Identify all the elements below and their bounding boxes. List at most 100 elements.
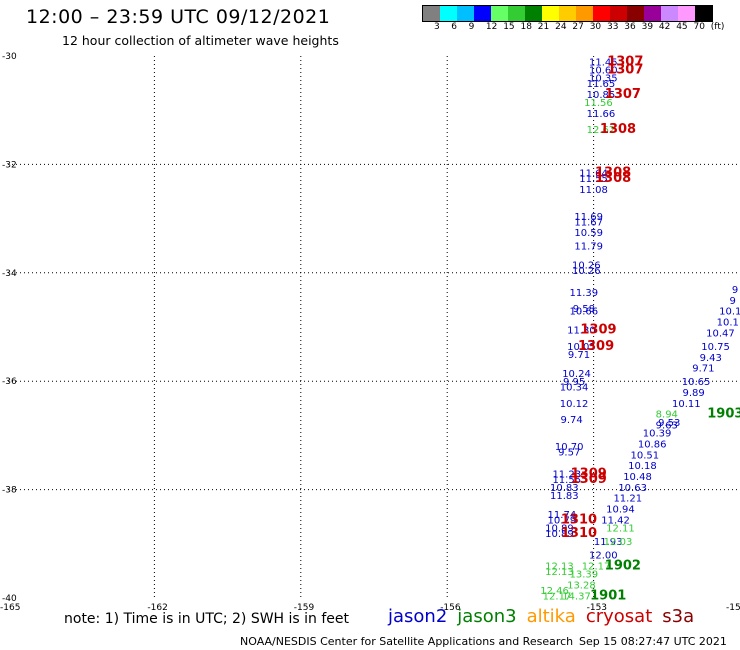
wave-height-jason2: 11.23 — [552, 469, 581, 480]
colorbar-swatch — [678, 6, 695, 21]
satellite-legend: jason2 jason3 altika cryosat s3a — [388, 606, 704, 627]
wave-height-jason3: 8.94 — [656, 410, 678, 421]
colorbar-label: 30 — [589, 22, 602, 32]
wave-height-cryosat: 1307 — [605, 87, 641, 102]
latitude-tick-label: -32 — [2, 160, 17, 170]
wave-height-cryosat: 1310 — [561, 512, 597, 527]
colorbar-swatch — [440, 6, 457, 21]
wave-height-jason2: 10.39 — [643, 429, 672, 440]
wave-height-s3a: 1902 — [605, 558, 641, 573]
colorbar-swatch — [457, 6, 474, 21]
colorbar-label: 15 — [503, 22, 515, 32]
wave-height-jason2: 9.58 — [573, 304, 595, 315]
wave-height-jason2: 9.43 — [700, 353, 722, 364]
colorbar-label: 24 — [555, 22, 567, 32]
colorbar-label: 3 — [434, 22, 440, 32]
wave-height-jason2: 9.74 — [561, 415, 583, 426]
wave-height-jason3: 12.17 — [582, 561, 611, 572]
wave-height-jason2: 10.18 — [628, 461, 657, 472]
wave-height-jason2: 10.89 — [545, 529, 574, 540]
wave-height-jason2: 9.57 — [558, 448, 580, 459]
wave-height-jason2: 11.79 — [574, 242, 603, 253]
wave-height-jason2: 10.83 — [550, 483, 579, 494]
wave-height-jason2: 10.86 — [638, 440, 667, 451]
wave-height-jason2: 11.83 — [550, 491, 579, 502]
wave-height-jason2: 10.26 — [572, 266, 601, 277]
wave-height-jason2: 9.71 — [692, 364, 714, 375]
wave-height-jason2: 10.47 — [706, 328, 735, 339]
wave-height-jason2: 10.1 — [717, 318, 739, 329]
colorbar-label: 39 — [641, 22, 654, 32]
colorbar — [422, 5, 713, 22]
axis-ticks: -165 -162 -159 -156 -153 -150 -30 -32 -34 -36 -38 -… — [0, 52, 740, 613]
wave-height-jason3: 11.56 — [584, 98, 613, 109]
wave-height-cryosat: 1307 — [607, 63, 643, 78]
wave-height-jason2: 9 — [732, 285, 738, 296]
wave-height-jason3: 12.17 — [543, 591, 572, 602]
wave-height-jason2: 12.00 — [589, 551, 618, 562]
longitude-tick-label: -150 — [726, 603, 740, 613]
longitude-tick-label: -156 — [440, 603, 461, 613]
chart-title: 12:00 – 23:59 UTC 09/12/2021 — [26, 6, 331, 28]
wave-height-jason2: 10.63 — [618, 483, 647, 494]
longitude-tick-label: -153 — [587, 603, 607, 613]
wave-height-jason2: 11.65 — [587, 79, 616, 90]
colorbar-swatch — [627, 6, 644, 21]
wave-height-jason3: 13.28 — [567, 580, 596, 591]
wave-height-jason2: 10.79 — [548, 515, 577, 526]
wave-height-jason2: 10.94 — [606, 505, 635, 516]
colorbar-swatch — [576, 6, 593, 21]
colorbar-label: 18 — [520, 22, 532, 32]
colorbar-label: 33 — [607, 22, 619, 32]
wave-height-jason2: 11.42 — [601, 515, 630, 526]
colorbar-label: 70 — [693, 22, 705, 32]
colorbar-swatch — [559, 6, 576, 21]
colorbar-label: 21 — [537, 22, 550, 32]
colorbar-label: 36 — [624, 22, 636, 32]
wave-height-cryosat: 1308 — [595, 171, 631, 186]
latitude-tick-label: -34 — [2, 269, 17, 279]
colorbar-swatch — [644, 6, 661, 21]
wave-height-jason2: 10.11 — [672, 399, 701, 410]
colorbar-swatch — [508, 6, 525, 21]
latitude-tick-label: -30 — [2, 52, 17, 62]
colorbar-swatch — [593, 6, 610, 21]
wave-height-jason3: 12.13 — [545, 567, 574, 578]
wave-height-jason2: 9.71 — [568, 350, 590, 361]
colorbar-swatch — [474, 6, 491, 21]
colorbar-swatch — [661, 6, 678, 21]
longitude-tick-label: -165 — [0, 603, 20, 613]
wave-height-jason3: 12.62 — [587, 125, 616, 136]
wave-height-cryosat: 1309 — [580, 323, 616, 338]
wave-height-jason2: 11.30 — [567, 326, 596, 337]
wave-height-jason2: 10.51 — [631, 450, 660, 461]
wave-height-jason2: 11.64 — [579, 169, 608, 180]
wave-height-jason2: 10.89 — [545, 524, 574, 535]
wave-height-jason2: 11.08 — [579, 185, 608, 196]
colorbar-swatch — [542, 6, 559, 21]
wave-height-jason2: 11.74 — [548, 510, 577, 521]
colorbar-labels: 3 6 9 12 15 18 21 24 27 30 33 36 39 42 45 70 (ft) — [422, 22, 740, 34]
wave-height-jason2: 11.67 — [574, 217, 603, 228]
legend-item-cryosat: cryosat — [585, 606, 653, 627]
legend-item-altika: altika — [526, 606, 576, 627]
wave-height-s3a: 1903 — [707, 407, 740, 422]
colorbar-swatch — [423, 6, 440, 21]
colorbar-label: 27 — [572, 22, 584, 32]
wave-height-s3a: 1901 — [590, 588, 626, 603]
wave-height-jason2: 10.70 — [555, 442, 584, 453]
latitude-tick-label: -36 — [2, 377, 17, 387]
wave-height-jason3: 12.03 — [604, 537, 633, 548]
chart-subtitle: 12 hour collection of altimeter wave hei… — [62, 33, 339, 48]
colorbar-label: 6 — [451, 22, 458, 32]
wave-height-jason2: 10.85 — [587, 90, 616, 101]
colorbar-label: (ft) — [710, 22, 725, 32]
wave-height-jason2: 9.95 — [563, 377, 585, 388]
wave-height-jason2: 11.93 — [594, 537, 623, 548]
colorbar-swatch — [695, 6, 712, 21]
wave-height-jason3: 12.46 — [540, 586, 569, 597]
wave-height-jason2: 10.48 — [623, 472, 652, 483]
wave-height-jason2: 10.66 — [570, 307, 599, 318]
credit-text: NOAA/NESDIS Center for Satellite Applica… — [240, 635, 574, 648]
